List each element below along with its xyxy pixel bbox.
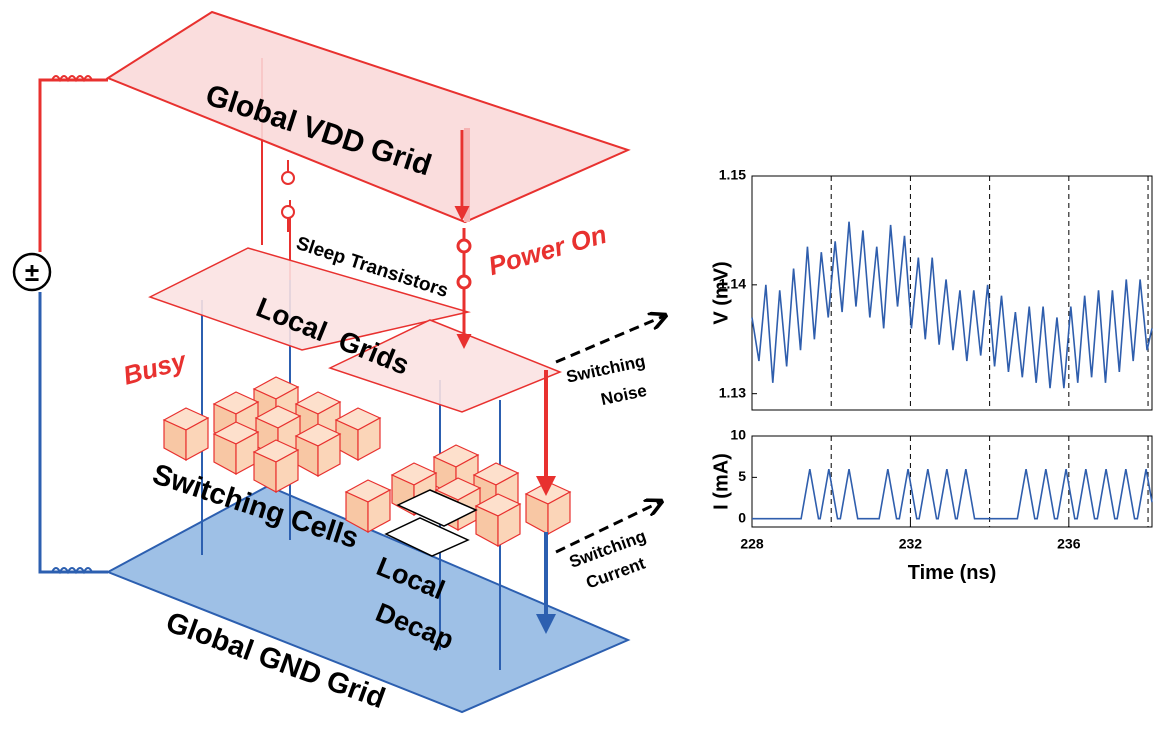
source-label: ± (25, 257, 39, 287)
page: Global VDD Grid Sleep Transistors Power … (0, 0, 1154, 731)
noise-label: Noise (599, 381, 648, 409)
y-tick-label: 1.13 (719, 384, 746, 400)
x-tick-label: 228 (740, 536, 764, 552)
noise-label: Switching (565, 351, 647, 386)
busy-label: Busy (120, 345, 191, 391)
vdd-plane (108, 12, 628, 222)
source-circuit (14, 76, 108, 572)
data-line (752, 222, 1152, 389)
x-tick-label: 236 (1057, 536, 1081, 552)
y-tick-label: 10 (730, 427, 746, 443)
y-tick-label: 0 (738, 509, 746, 525)
sleep-switch (282, 160, 294, 232)
y-axis-label: V (mV) (710, 261, 732, 324)
power-on-label: Power On (485, 219, 610, 281)
x-tick-label: 232 (899, 536, 923, 552)
figure: Global VDD Grid Sleep Transistors Power … (0, 0, 1154, 731)
data-line (752, 469, 1152, 519)
y-axis-label: I (mA) (710, 453, 732, 510)
x-axis-label: Time (ns) (908, 562, 997, 584)
y-tick-label: 5 (738, 468, 746, 484)
y-tick-label: 1.15 (719, 167, 746, 183)
